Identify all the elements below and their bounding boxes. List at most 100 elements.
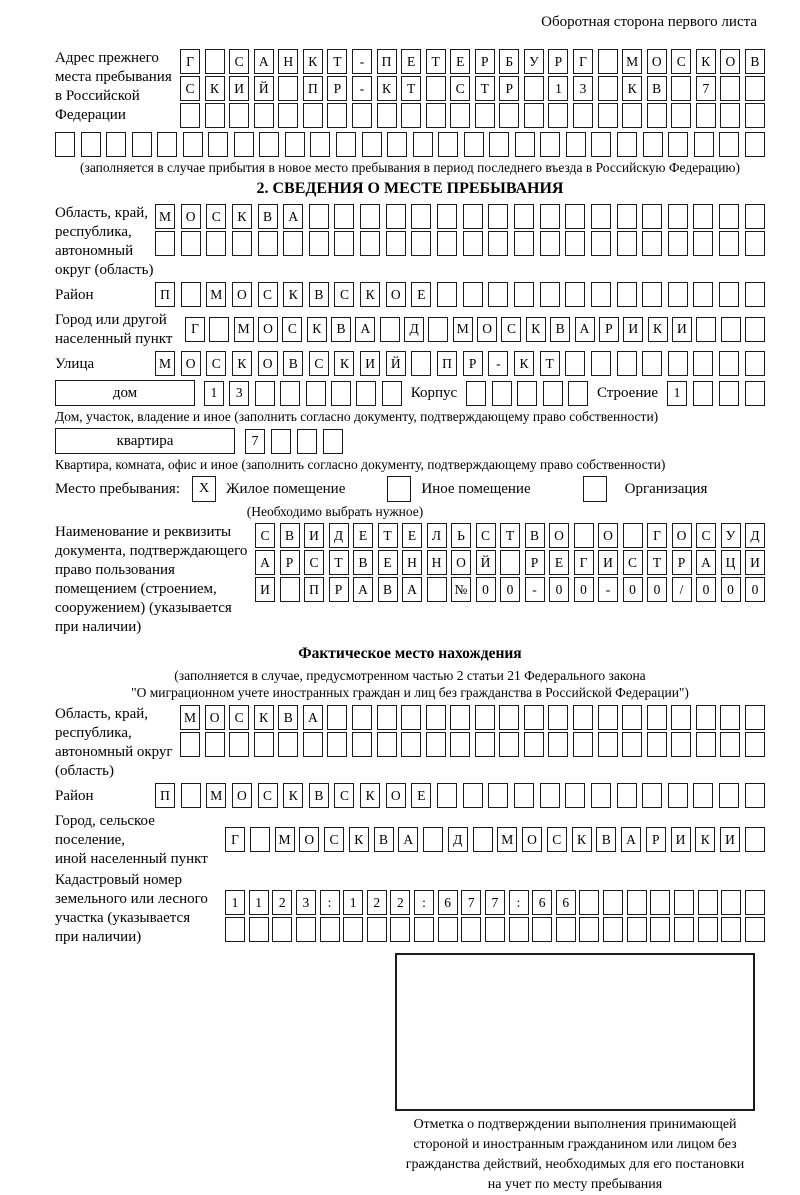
char-cell[interactable] bbox=[343, 917, 364, 942]
char-cell[interactable] bbox=[204, 732, 225, 757]
char-cell[interactable]: В bbox=[596, 827, 617, 852]
char-cell[interactable] bbox=[719, 204, 740, 229]
char-cell[interactable] bbox=[513, 204, 534, 229]
char-cell[interactable]: С bbox=[282, 316, 303, 342]
char-cell[interactable] bbox=[597, 732, 618, 757]
char-cell[interactable]: 7 bbox=[461, 890, 482, 915]
char-cell[interactable] bbox=[646, 732, 667, 757]
char-cell[interactable] bbox=[668, 132, 689, 157]
char-cell[interactable]: К bbox=[306, 316, 327, 342]
char-cell[interactable] bbox=[744, 380, 765, 406]
char-cell[interactable]: Ь bbox=[451, 523, 471, 548]
char-cell[interactable] bbox=[437, 917, 458, 942]
char-cell[interactable] bbox=[622, 103, 643, 128]
char-cell[interactable]: Г bbox=[180, 49, 200, 74]
char-cell[interactable] bbox=[523, 76, 544, 101]
char-cell[interactable]: Е bbox=[411, 783, 432, 808]
char-cell[interactable] bbox=[499, 705, 520, 730]
char-cell[interactable]: К bbox=[695, 49, 716, 74]
char-cell[interactable] bbox=[272, 917, 293, 942]
char-cell[interactable] bbox=[278, 103, 299, 128]
char-cell[interactable] bbox=[229, 732, 250, 757]
char-cell[interactable]: О bbox=[598, 523, 618, 548]
char-cell[interactable] bbox=[744, 132, 765, 157]
char-cell[interactable] bbox=[573, 732, 593, 757]
char-cell[interactable] bbox=[622, 705, 643, 730]
char-cell[interactable] bbox=[488, 282, 509, 307]
char-cell[interactable] bbox=[539, 783, 560, 808]
char-cell[interactable] bbox=[719, 783, 740, 808]
char-cell[interactable]: 0 bbox=[720, 577, 741, 602]
char-cell[interactable]: М bbox=[622, 49, 643, 74]
char-cell[interactable] bbox=[229, 103, 250, 128]
char-cell[interactable]: О bbox=[180, 204, 201, 229]
char-cell[interactable]: И bbox=[720, 827, 740, 852]
char-cell[interactable]: М bbox=[155, 351, 175, 376]
char-cell[interactable]: К bbox=[231, 204, 252, 229]
char-cell[interactable] bbox=[360, 231, 381, 256]
char-cell[interactable] bbox=[622, 732, 643, 757]
char-cell[interactable] bbox=[257, 231, 278, 256]
char-cell[interactable] bbox=[616, 231, 637, 256]
char-cell[interactable] bbox=[693, 204, 714, 229]
char-cell[interactable]: Р bbox=[548, 49, 569, 74]
char-cell[interactable]: К bbox=[334, 351, 355, 376]
char-cell[interactable]: Р bbox=[474, 49, 495, 74]
char-cell[interactable]: - bbox=[488, 351, 509, 376]
char-cell[interactable] bbox=[180, 231, 201, 256]
char-cell[interactable] bbox=[425, 76, 446, 101]
char-cell[interactable]: И bbox=[255, 577, 275, 602]
char-cell[interactable]: О bbox=[646, 49, 667, 74]
char-cell[interactable]: С bbox=[475, 523, 496, 548]
char-cell[interactable] bbox=[305, 380, 326, 406]
char-cell[interactable] bbox=[334, 231, 355, 256]
char-cell[interactable]: О bbox=[385, 282, 406, 307]
char-cell[interactable] bbox=[695, 103, 716, 128]
confirmation-stamp-box[interactable] bbox=[395, 953, 755, 1111]
char-cell[interactable] bbox=[646, 103, 667, 128]
char-cell[interactable] bbox=[671, 705, 692, 730]
char-cell[interactable]: Т bbox=[474, 76, 495, 101]
char-cell[interactable]: Й bbox=[253, 76, 274, 101]
char-cell[interactable]: О bbox=[671, 523, 692, 548]
char-cell[interactable]: Е bbox=[401, 49, 422, 74]
char-cell[interactable] bbox=[330, 380, 351, 406]
char-cell[interactable]: В bbox=[377, 577, 398, 602]
char-cell[interactable]: С bbox=[304, 550, 324, 575]
char-cell[interactable] bbox=[474, 732, 495, 757]
char-cell[interactable]: С bbox=[324, 827, 344, 852]
char-cell[interactable] bbox=[548, 732, 569, 757]
char-cell[interactable]: А bbox=[253, 49, 274, 74]
char-cell[interactable] bbox=[411, 231, 432, 256]
char-cell[interactable] bbox=[744, 76, 765, 101]
char-cell[interactable]: В bbox=[283, 351, 304, 376]
char-cell[interactable] bbox=[667, 204, 688, 229]
char-cell[interactable] bbox=[597, 49, 618, 74]
char-cell[interactable] bbox=[673, 890, 694, 915]
char-cell[interactable] bbox=[667, 351, 688, 376]
char-cell[interactable]: К bbox=[283, 282, 304, 307]
char-cell[interactable]: 1 bbox=[548, 76, 569, 101]
char-cell[interactable]: О bbox=[549, 523, 569, 548]
char-cell[interactable]: С bbox=[257, 783, 278, 808]
char-cell[interactable] bbox=[744, 103, 765, 128]
char-cell[interactable]: Е bbox=[402, 523, 422, 548]
char-cell[interactable]: Р bbox=[327, 76, 348, 101]
char-cell[interactable] bbox=[597, 76, 618, 101]
char-cell[interactable]: М bbox=[206, 783, 227, 808]
stay-type-checkbox-residential[interactable]: X bbox=[192, 476, 216, 502]
char-cell[interactable]: К bbox=[695, 827, 716, 852]
char-cell[interactable]: 3 bbox=[295, 890, 316, 915]
char-cell[interactable]: К bbox=[302, 49, 323, 74]
char-cell[interactable] bbox=[499, 103, 520, 128]
char-cell[interactable] bbox=[719, 351, 740, 376]
char-cell[interactable]: О bbox=[299, 827, 320, 852]
char-cell[interactable]: - bbox=[524, 577, 545, 602]
char-cell[interactable]: 7 bbox=[695, 76, 716, 101]
char-cell[interactable]: 0 bbox=[622, 577, 643, 602]
char-cell[interactable]: В bbox=[373, 827, 394, 852]
char-cell[interactable]: А bbox=[621, 827, 641, 852]
char-cell[interactable] bbox=[523, 732, 544, 757]
char-cell[interactable]: С bbox=[546, 827, 567, 852]
char-cell[interactable] bbox=[225, 917, 245, 942]
